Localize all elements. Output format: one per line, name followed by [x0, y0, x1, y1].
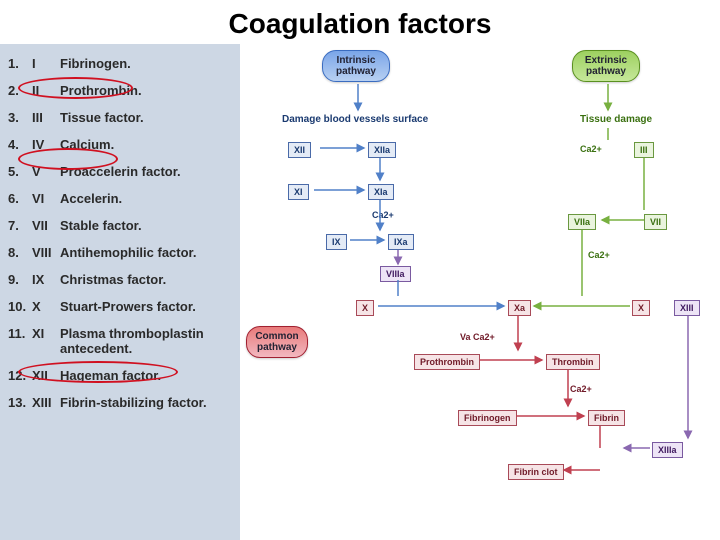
factor-row: 11.XIPlasma thromboplastin antecedent. — [8, 320, 232, 362]
factor-number: 9. — [8, 272, 32, 287]
factor-roman: IX — [32, 272, 60, 287]
box-fibg: Fibrinogen — [458, 410, 517, 426]
ca-label-3: Ca2+ — [588, 250, 610, 260]
factor-name: Plasma thromboplastin antecedent. — [60, 326, 232, 356]
box-xia: XIa — [368, 184, 394, 200]
box-viiia: VIIIa — [380, 266, 411, 282]
factor-roman: I — [32, 56, 60, 71]
box-xiii: XIII — [674, 300, 700, 316]
vaca-label: Va Ca2+ — [460, 332, 495, 342]
common-cloud: Common pathway — [246, 326, 308, 358]
box-ixa: IXa — [388, 234, 414, 250]
factor-row: 6.VIAccelerin. — [8, 185, 232, 212]
damage-label: Damage blood vessels surface — [282, 114, 428, 125]
factor-list: 1.IFibrinogen.2.IIProthrombin.3.IIITissu… — [0, 44, 240, 540]
factor-roman: III — [32, 110, 60, 125]
factor-name: Fibrin-stabilizing factor. — [60, 395, 232, 410]
factor-name: Antihemophilic factor. — [60, 245, 232, 260]
factor-roman: VIII — [32, 245, 60, 260]
ca-label-2: Ca2+ — [580, 144, 602, 154]
box-ix: IX — [326, 234, 347, 250]
factor-number: 10. — [8, 299, 32, 314]
factor-number: 13. — [8, 395, 32, 410]
box-iii: III — [634, 142, 654, 158]
box-x1: X — [356, 300, 374, 316]
factor-number: 3. — [8, 110, 32, 125]
factor-number: 8. — [8, 245, 32, 260]
factor-number: 7. — [8, 218, 32, 233]
box-x2: X — [632, 300, 650, 316]
box-vii: VII — [644, 214, 667, 230]
main-layout: 1.IFibrinogen.2.IIProthrombin.3.IIITissu… — [0, 44, 720, 540]
pathway-diagram: Intrinsic pathway Extrinsic pathway Comm… — [240, 44, 720, 540]
box-fib: Fibrin — [588, 410, 625, 426]
factor-roman: VII — [32, 218, 60, 233]
factor-number: 4. — [8, 137, 32, 152]
factor-row: 1.IFibrinogen. — [8, 50, 232, 77]
box-xii: XII — [288, 142, 311, 158]
factor-roman: VI — [32, 191, 60, 206]
highlight-circle — [18, 361, 178, 383]
extrinsic-cloud: Extrinsic pathway — [572, 50, 640, 82]
factor-roman: X — [32, 299, 60, 314]
intrinsic-cloud: Intrinsic pathway — [322, 50, 390, 82]
factor-roman: XI — [32, 326, 60, 341]
factor-number: 5. — [8, 164, 32, 179]
factor-name: Accelerin. — [60, 191, 232, 206]
factor-name: Stuart-Prowers factor. — [60, 299, 232, 314]
factor-number: 1. — [8, 56, 32, 71]
factor-row: 9.IXChristmas factor. — [8, 266, 232, 293]
factor-row: 7.VIIStable factor. — [8, 212, 232, 239]
box-clot: Fibrin clot — [508, 464, 564, 480]
factor-row: 8.VIIIAntihemophilic factor. — [8, 239, 232, 266]
factor-name: Tissue factor. — [60, 110, 232, 125]
box-thr: Thrombin — [546, 354, 600, 370]
highlight-circle — [18, 77, 133, 99]
factor-name: Christmas factor. — [60, 272, 232, 287]
box-xiiia: XIIIa — [652, 442, 683, 458]
tissue-label: Tissue damage — [580, 114, 652, 125]
factor-number: 6. — [8, 191, 32, 206]
factor-row: 13.XIIIFibrin-stabilizing factor. — [8, 389, 232, 416]
factor-number: 11. — [8, 326, 32, 341]
factor-roman: XIII — [32, 395, 60, 410]
ca-label-4: Ca2+ — [570, 384, 592, 394]
ca-label-1: Ca2+ — [372, 210, 394, 220]
factor-name: Fibrinogen. — [60, 56, 232, 71]
box-viia: VIIa — [568, 214, 596, 230]
factor-row: 10.XStuart-Prowers factor. — [8, 293, 232, 320]
factor-row: 3.IIITissue factor. — [8, 104, 232, 131]
box-pro: Prothrombin — [414, 354, 480, 370]
box-xa: Xa — [508, 300, 531, 316]
box-xi: XI — [288, 184, 309, 200]
box-xiia: XIIa — [368, 142, 396, 158]
page-title: Coagulation factors — [0, 0, 720, 44]
highlight-circle — [18, 148, 118, 170]
factor-name: Stable factor. — [60, 218, 232, 233]
